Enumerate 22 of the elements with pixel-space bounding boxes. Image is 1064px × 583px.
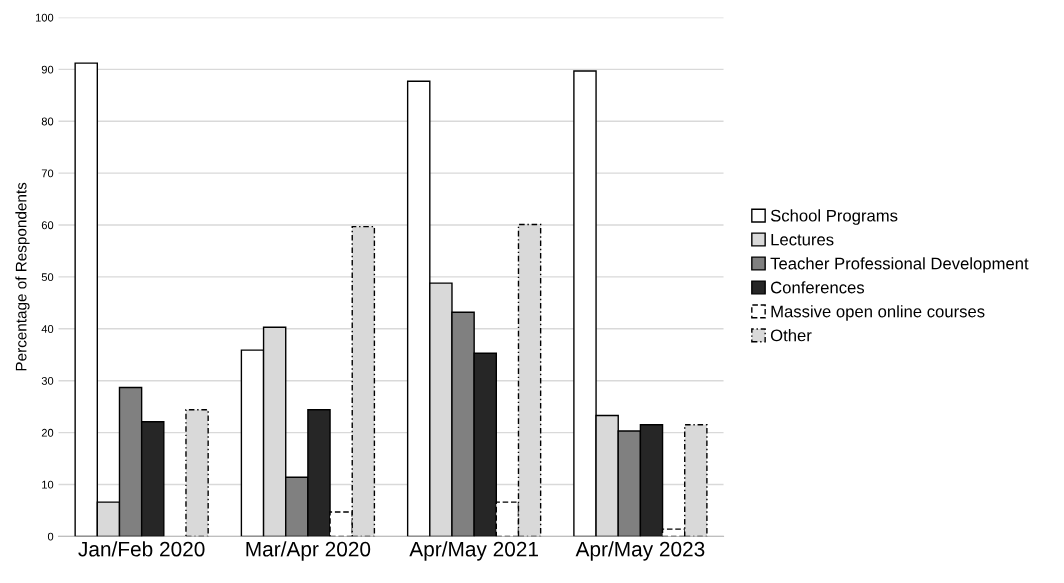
y-tick-label: 10: [42, 480, 54, 489]
x-tick-label: Apr/May 2021: [409, 541, 538, 561]
y-tick-label: 90: [41, 65, 54, 74]
x-tick-label: Jan/Feb 2020: [78, 541, 205, 557]
legend-label: Other: [770, 329, 812, 342]
y-tick-label: 30: [41, 376, 54, 385]
legend-label: School Programs: [770, 209, 898, 225]
y-tick-label: 70: [41, 169, 54, 178]
x-tick-label: Apr/May 2023: [575, 541, 705, 561]
y-tick-label: 50: [41, 273, 54, 282]
y-tick-label: 20: [41, 428, 54, 437]
x-tick-label: Mar/Apr 2020: [246, 541, 371, 561]
y-tick-label: 0: [47, 532, 54, 541]
y-tick-label: 40: [41, 325, 54, 333]
legend-label: Conferences: [771, 281, 865, 294]
legend-label: Massive open online courses: [771, 305, 985, 321]
y-tick-label: 100: [35, 13, 54, 22]
legend-label: Lectures: [771, 233, 834, 246]
legend-label: Teacher Professional Development: [770, 257, 1029, 273]
y-axis-title: Percentage of Respondents: [15, 182, 30, 371]
y-tick-label: 80: [41, 117, 54, 126]
y-tick-label: 60: [41, 221, 54, 230]
